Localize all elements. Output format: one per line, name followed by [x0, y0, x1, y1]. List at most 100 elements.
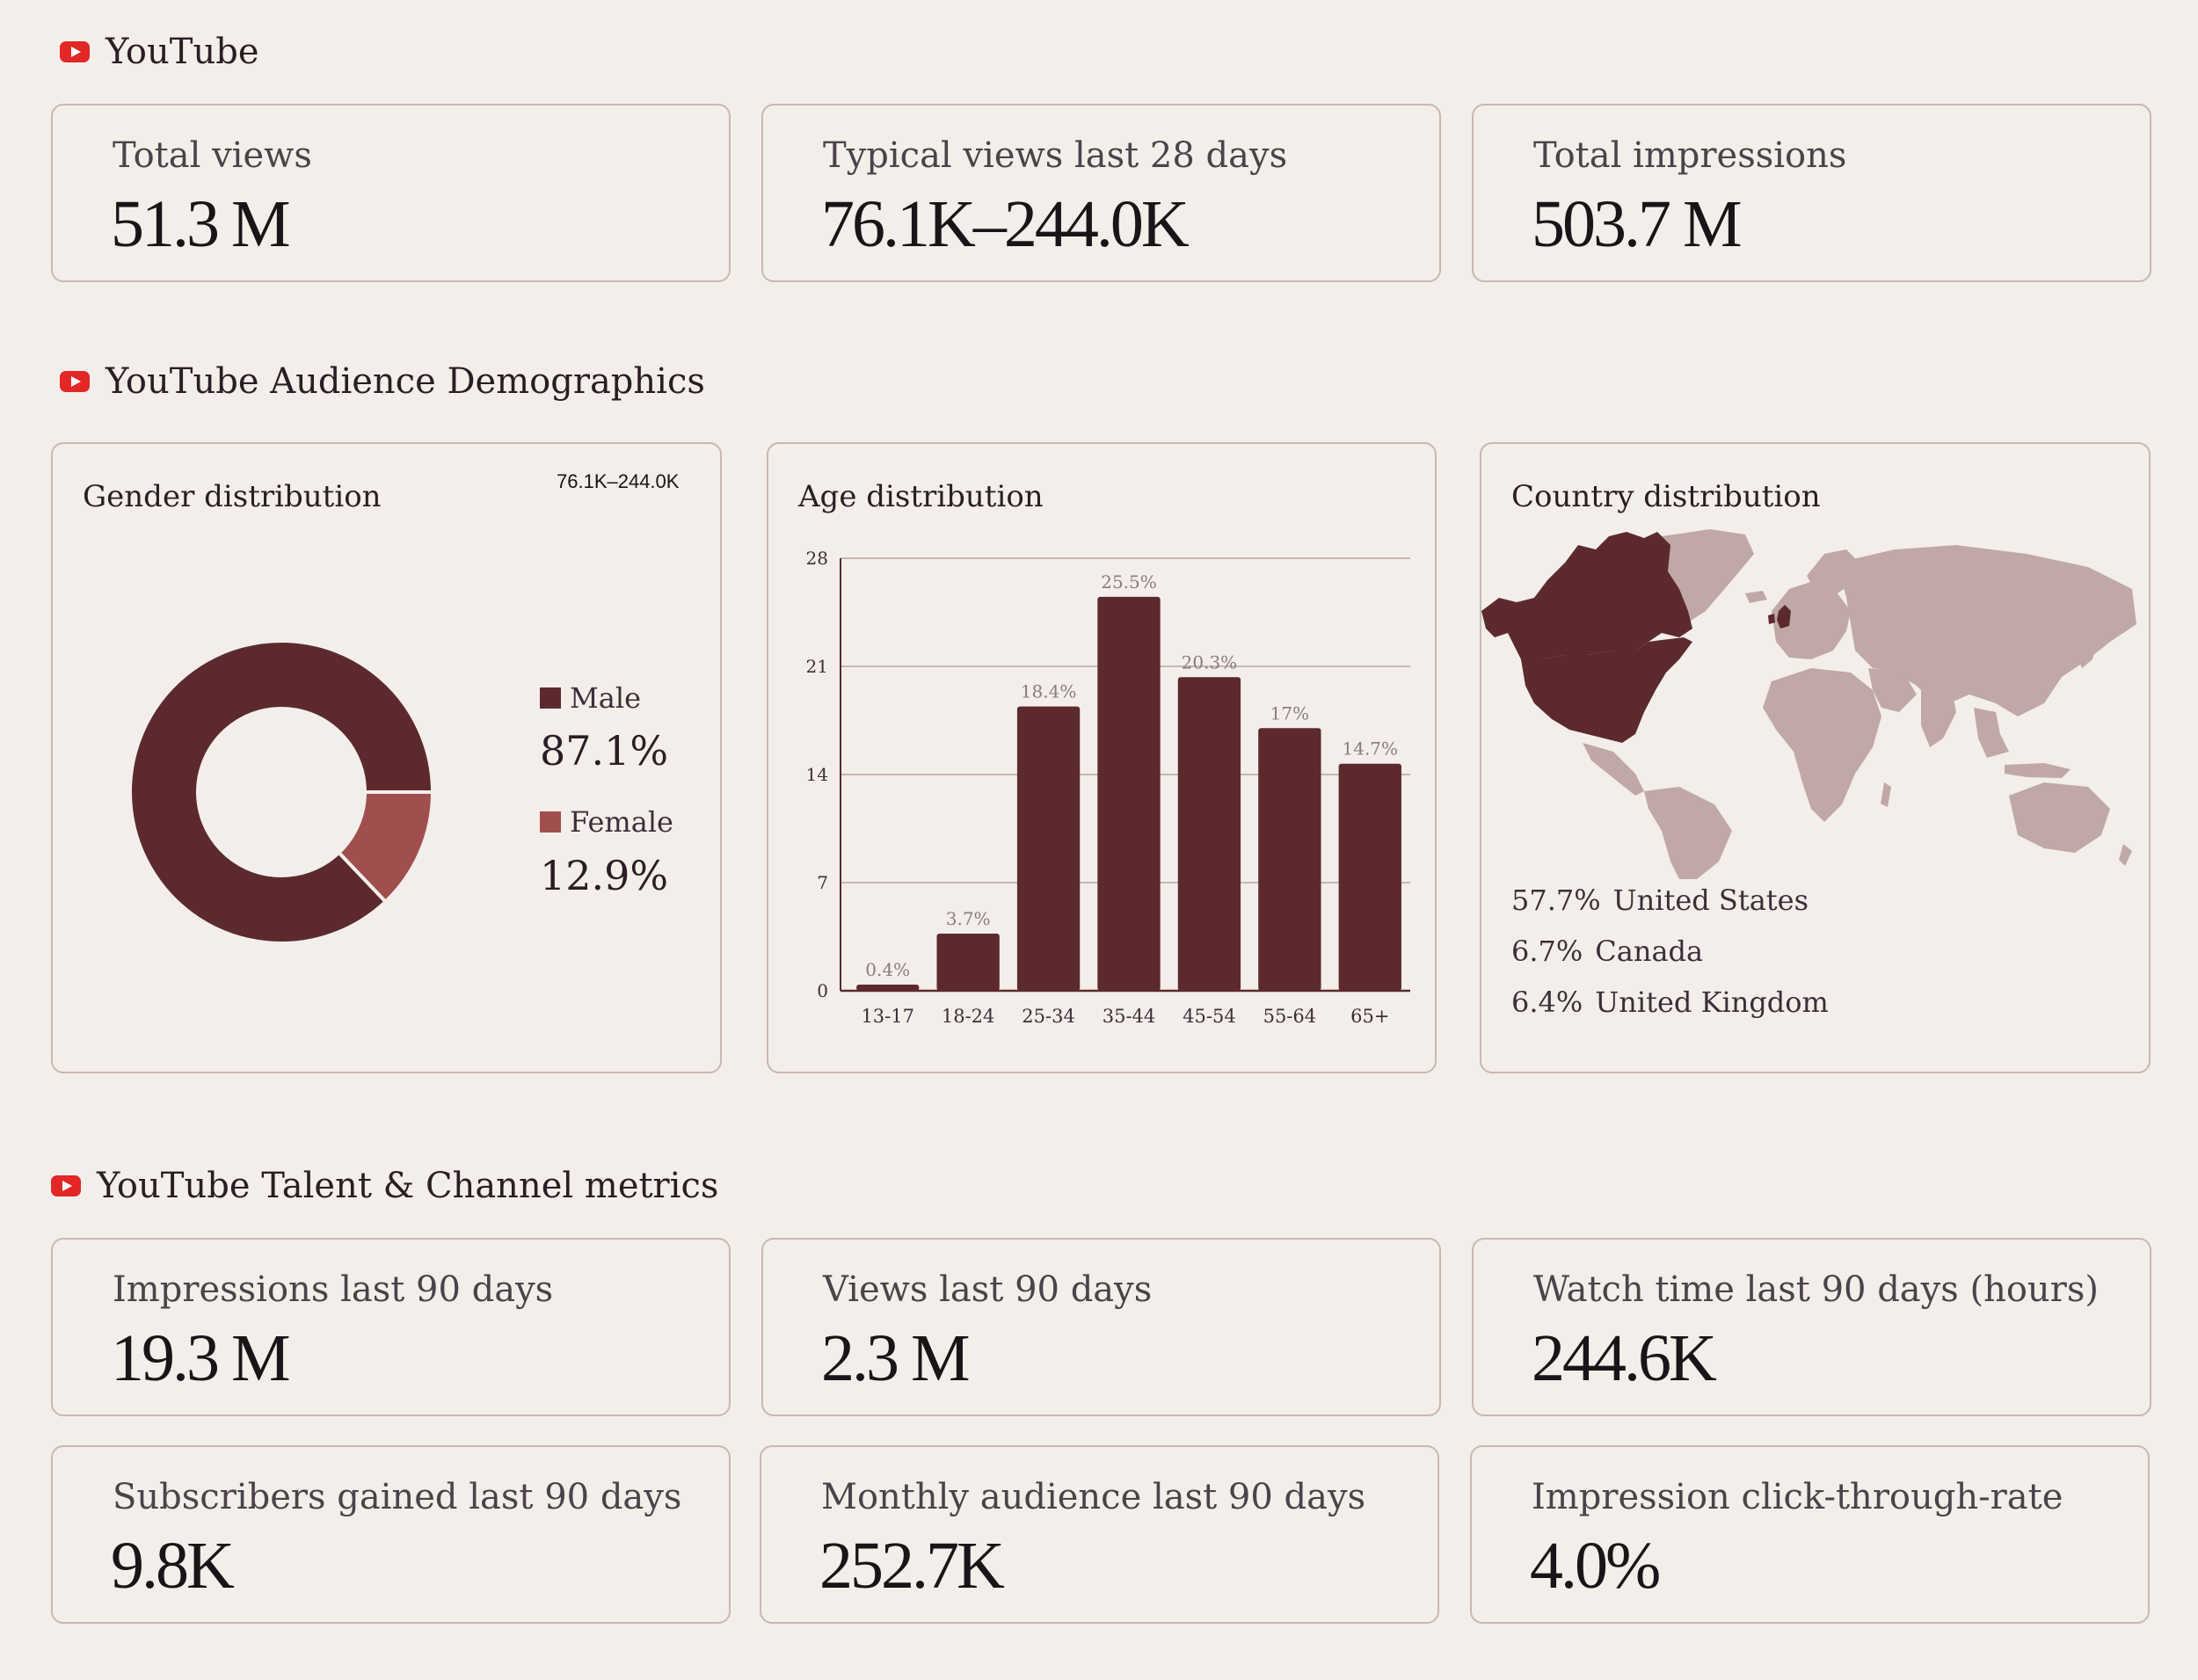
x-tick-label: 25-34	[1022, 1006, 1075, 1027]
section-title-youtube: YouTube	[60, 32, 259, 72]
country-distribution-card: Country distribution	[1480, 442, 2151, 1073]
bar-value-label: 25.5%	[1101, 571, 1157, 593]
donut-slice-female	[336, 790, 435, 905]
bar-13-17	[856, 984, 920, 991]
country-row: 6.7% Canada	[1511, 935, 1703, 968]
kpi-card-typical-views: Typical views last 28 days 76.1K–244.0K	[761, 104, 1441, 282]
bar-value-label: 17%	[1270, 702, 1309, 724]
y-tick-label: 28	[806, 548, 828, 569]
card-title: Gender distribution	[83, 479, 382, 514]
youtube-icon	[51, 1175, 81, 1196]
legend-item-female: Female	[540, 805, 673, 839]
country-row: 6.4% United Kingdom	[1511, 985, 1829, 1019]
section-title-text: YouTube Audience Demographics	[106, 361, 705, 402]
map-ireland	[1768, 614, 1775, 624]
x-tick-label: 55-64	[1263, 1006, 1317, 1027]
kpi-value: 51.3 M	[111, 187, 291, 261]
legend-swatch-female	[540, 811, 561, 833]
gender-range-value: 76.1K–244.0K	[557, 470, 680, 492]
card-title: Country distribution	[1511, 479, 1821, 514]
kpi-label: Impressions last 90 days	[113, 1269, 554, 1310]
kpi-value: 503.7 M	[1532, 187, 1743, 261]
kpi-value: 9.8K	[111, 1529, 235, 1603]
map-middle-east	[1868, 668, 1917, 712]
bar-value-label: 14.7%	[1343, 738, 1399, 760]
y-tick-label: 14	[806, 764, 828, 785]
y-tick-label: 0	[817, 980, 828, 1001]
kpi-label: Total impressions	[1533, 135, 1847, 176]
kpi-label: Subscribers gained last 90 days	[113, 1477, 682, 1517]
bar-value-label: 3.7%	[946, 908, 991, 929]
country-name: United States	[1612, 884, 1809, 917]
kpi-label: Watch time last 90 days (hours)	[1533, 1269, 2099, 1310]
map-se-asia	[1974, 708, 2009, 758]
legend-label: Male	[570, 681, 642, 715]
kpi-value: 76.1K–244.0K	[821, 187, 1190, 261]
map-asia	[1838, 545, 2136, 716]
kpi-label: Monthly audience last 90 days	[821, 1477, 1366, 1517]
age-distribution-card: Age distribution 0 7 14 21 28 0.4% 13-17 3.7% 18…	[767, 442, 1437, 1073]
section-title-demographics: YouTube Audience Demographics	[60, 361, 705, 402]
country-name: Canada	[1595, 935, 1704, 968]
x-tick-label: 45-54	[1183, 1006, 1236, 1027]
bar-35-44	[1097, 596, 1161, 991]
world-map	[1481, 529, 2136, 879]
map-central-america	[1583, 743, 1644, 796]
country-pct: 6.4%	[1511, 985, 1583, 1019]
youtube-icon	[60, 41, 90, 62]
section-title-text: YouTube Talent & Channel metrics	[97, 1166, 719, 1206]
gender-distribution-card: Gender distribution 76.1K–244.0K Male 87…	[51, 442, 722, 1073]
kpi-value: 4.0%	[1530, 1529, 1661, 1603]
map-canada	[1499, 532, 1692, 659]
x-tick-label: 13-17	[861, 1006, 914, 1027]
gender-donut-chart	[128, 639, 435, 945]
kpi-label: Typical views last 28 days	[823, 135, 1288, 176]
kpi-card-ctr: Impression click-through-rate 4.0%	[1470, 1445, 2150, 1624]
kpi-card-subscribers: Subscribers gained last 90 days 9.8K	[51, 1445, 731, 1624]
map-indonesia	[2005, 763, 2071, 778]
section-title-talent: YouTube Talent & Channel metrics	[51, 1166, 718, 1206]
kpi-value: 252.7K	[819, 1529, 1005, 1603]
bar-55-64	[1258, 728, 1321, 991]
bar-value-label: 0.4%	[865, 959, 910, 980]
age-bar-chart: 0 7 14 21 28 0.4% 13-17 3.7% 18-24 18.4% 25-34 25.5…	[806, 548, 1410, 1027]
x-tick-label: 65+	[1350, 1006, 1389, 1027]
youtube-icon	[60, 371, 90, 392]
country-name: United Kingdom	[1595, 985, 1829, 1019]
kpi-card-total-views: Total views 51.3 M	[51, 104, 731, 282]
y-tick-label: 7	[817, 872, 828, 893]
legend-pct-male: 87.1%	[540, 727, 669, 775]
map-greenland	[1662, 529, 1754, 624]
country-pct: 6.7%	[1511, 935, 1583, 968]
kpi-value: 2.3 M	[821, 1321, 971, 1395]
map-madagascar	[1881, 782, 1891, 807]
map-alaska	[1481, 598, 1517, 637]
map-africa	[1763, 668, 1881, 822]
kpi-value: 244.6K	[1532, 1321, 1717, 1395]
x-tick-label: 35-44	[1103, 1006, 1156, 1027]
map-japan	[2078, 633, 2097, 668]
map-india	[1921, 686, 1956, 747]
legend-item-male: Male	[540, 681, 641, 715]
legend-swatch-male	[540, 687, 561, 709]
section-title-text: YouTube	[106, 32, 259, 72]
kpi-value: 19.3 M	[111, 1321, 291, 1395]
bar-45-54	[1177, 677, 1241, 991]
y-tick-label: 21	[806, 656, 828, 677]
donut-slice-male	[128, 639, 435, 945]
bar-18-24	[936, 933, 1000, 991]
map-europe	[1772, 580, 1851, 659]
kpi-card-views-90: Views last 90 days 2.3 M	[761, 1238, 1441, 1416]
map-australia	[2009, 782, 2110, 853]
bar-value-label: 20.3%	[1182, 651, 1238, 673]
map-uk	[1777, 605, 1791, 629]
legend-label: Female	[570, 805, 673, 839]
map-usa	[1521, 637, 1692, 743]
map-new-zealand	[2119, 844, 2132, 866]
kpi-label: Total views	[113, 135, 312, 176]
kpi-label: Views last 90 days	[823, 1269, 1153, 1310]
x-tick-label: 18-24	[942, 1006, 995, 1027]
kpi-card-watch-time: Watch time last 90 days (hours) 244.6K	[1472, 1238, 2151, 1416]
legend-pct-female: 12.9%	[540, 852, 669, 899]
bar-25-34	[1016, 706, 1081, 991]
